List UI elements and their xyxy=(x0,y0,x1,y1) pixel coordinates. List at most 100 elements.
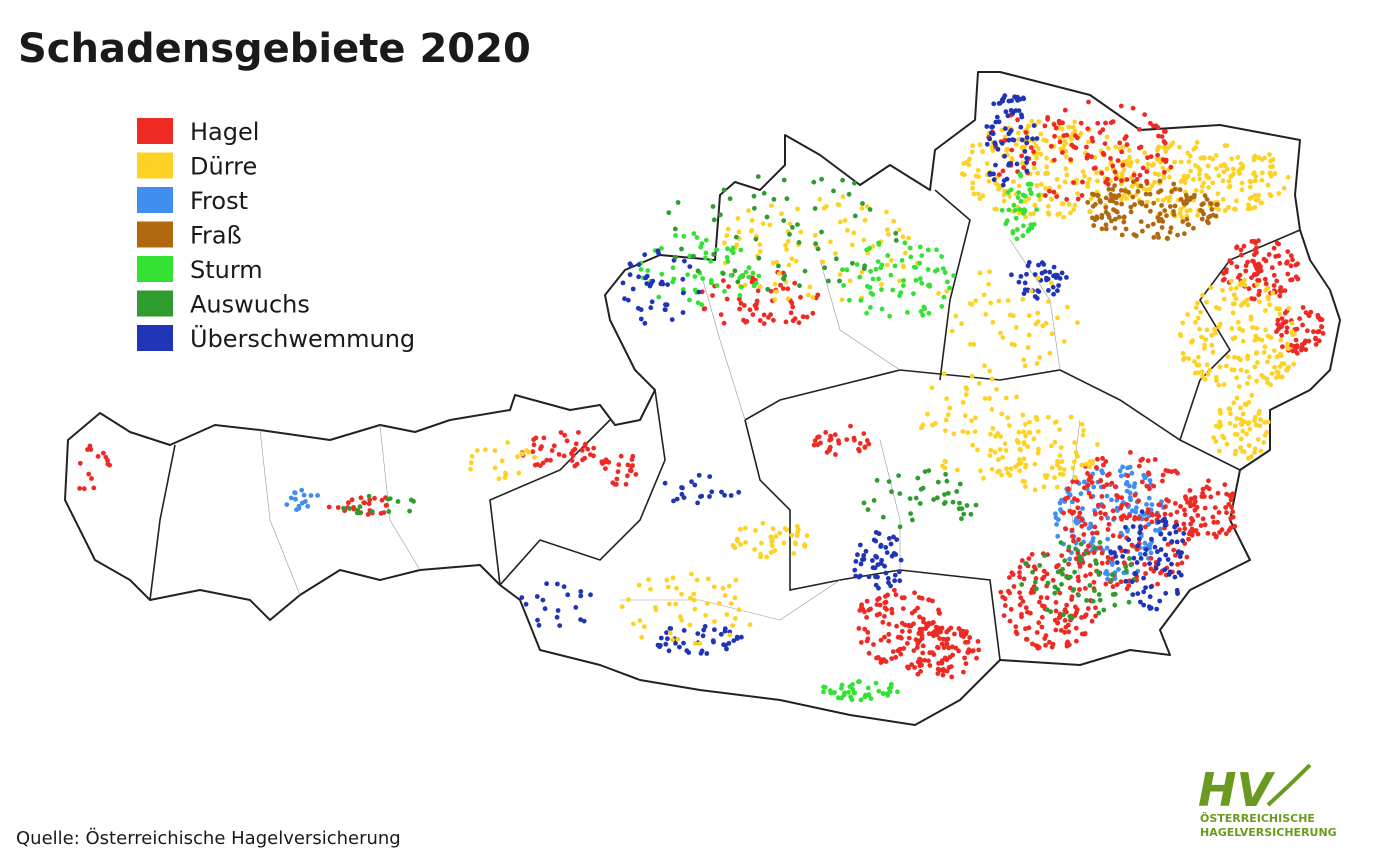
damage-dot xyxy=(1186,536,1191,542)
damage-dot xyxy=(768,534,774,540)
damage-dot xyxy=(1152,171,1158,177)
damage-dot xyxy=(991,101,997,107)
damage-dot xyxy=(992,449,998,455)
damage-dot xyxy=(658,635,664,641)
damage-dot xyxy=(1110,508,1116,514)
damage-dot xyxy=(1080,506,1085,511)
damage-dot xyxy=(990,147,996,153)
damage-dot xyxy=(1058,507,1063,512)
damage-dot xyxy=(1230,509,1236,515)
damage-dot xyxy=(812,232,818,238)
damage-dot xyxy=(849,697,855,703)
damage-dot xyxy=(879,306,885,312)
damage-dot xyxy=(1211,435,1217,440)
damage-dot xyxy=(88,447,94,452)
damage-dot xyxy=(1172,203,1178,209)
damage-dot xyxy=(1085,482,1091,488)
damage-dot xyxy=(358,495,364,501)
damage-dot xyxy=(1099,215,1105,221)
damage-dot xyxy=(1179,550,1184,555)
damage-dot xyxy=(917,663,923,669)
damage-dot xyxy=(1016,108,1022,113)
legend-label: Frost xyxy=(190,187,248,215)
damage-dot xyxy=(913,265,918,270)
damage-dot xyxy=(1035,170,1041,176)
damage-dot xyxy=(1286,306,1291,311)
damage-dot xyxy=(1048,609,1053,614)
damage-dot xyxy=(1053,600,1059,605)
damage-dot xyxy=(1267,354,1272,360)
damage-dot xyxy=(964,503,970,508)
damage-dot xyxy=(1216,306,1222,311)
damage-dot xyxy=(1232,354,1237,360)
damage-dot xyxy=(1263,287,1269,293)
damage-dot xyxy=(357,504,363,510)
damage-dot xyxy=(838,219,843,225)
damage-dot xyxy=(1234,244,1240,250)
damage-dot xyxy=(366,501,372,507)
damage-dot xyxy=(889,489,894,495)
damage-dot xyxy=(1198,208,1203,213)
damage-dot xyxy=(747,307,753,313)
damage-dot xyxy=(946,665,952,670)
damage-dot xyxy=(878,637,884,643)
damage-dot xyxy=(1021,429,1027,435)
damage-dot xyxy=(793,541,799,547)
damage-dot xyxy=(734,242,740,248)
damage-dot xyxy=(727,632,733,638)
damage-dot xyxy=(1024,271,1029,277)
damage-dot xyxy=(994,206,999,212)
damage-dot xyxy=(1031,149,1036,155)
damage-dot xyxy=(1138,219,1144,225)
damage-dot xyxy=(578,593,584,599)
damage-dot xyxy=(1219,527,1225,533)
damage-dot xyxy=(1256,155,1262,160)
damage-dot xyxy=(469,453,475,459)
damage-dot xyxy=(884,262,890,268)
damage-dot xyxy=(1275,306,1280,311)
damage-dot xyxy=(656,294,662,300)
damage-dot xyxy=(970,648,976,654)
damage-dot xyxy=(1142,540,1148,546)
damage-dot xyxy=(961,172,967,178)
damage-dot xyxy=(1049,143,1054,149)
damage-dot xyxy=(1278,353,1284,358)
damage-dot xyxy=(1087,176,1092,182)
damage-dot xyxy=(916,595,922,600)
damage-dot xyxy=(536,622,542,628)
damage-dot xyxy=(795,222,800,228)
damage-dot xyxy=(721,278,726,283)
damage-dot xyxy=(1015,117,1020,123)
damage-dot xyxy=(1214,202,1220,207)
damage-dot xyxy=(720,585,726,591)
damage-dot xyxy=(722,593,728,598)
damage-dot xyxy=(926,631,932,637)
damage-dot xyxy=(645,268,651,273)
damage-dot xyxy=(1000,335,1006,340)
damage-dot xyxy=(1002,126,1008,131)
damage-dot xyxy=(1119,201,1124,207)
damage-dot xyxy=(386,509,392,514)
damage-dot xyxy=(1088,196,1094,202)
damage-dot xyxy=(1002,596,1008,602)
damage-dot xyxy=(1057,465,1063,471)
damage-dot xyxy=(1286,346,1291,351)
damage-dot xyxy=(1018,460,1024,466)
damage-dot xyxy=(1029,551,1035,557)
damage-dot xyxy=(1031,123,1037,128)
damage-dot xyxy=(1060,566,1065,572)
damage-dot xyxy=(1173,529,1179,535)
damage-dot xyxy=(920,650,926,656)
damage-dot xyxy=(1003,109,1009,115)
damage-dot xyxy=(1045,414,1051,420)
damage-dot xyxy=(1187,488,1193,493)
damage-dot xyxy=(1182,526,1188,532)
damage-dot xyxy=(341,505,346,511)
damage-dot xyxy=(1254,325,1260,331)
damage-dot xyxy=(1277,293,1283,299)
damage-dot xyxy=(1098,510,1103,516)
damage-dot xyxy=(1007,423,1012,428)
damage-dot xyxy=(996,186,1001,192)
damage-dot xyxy=(1132,202,1137,207)
damage-dot xyxy=(768,550,774,555)
